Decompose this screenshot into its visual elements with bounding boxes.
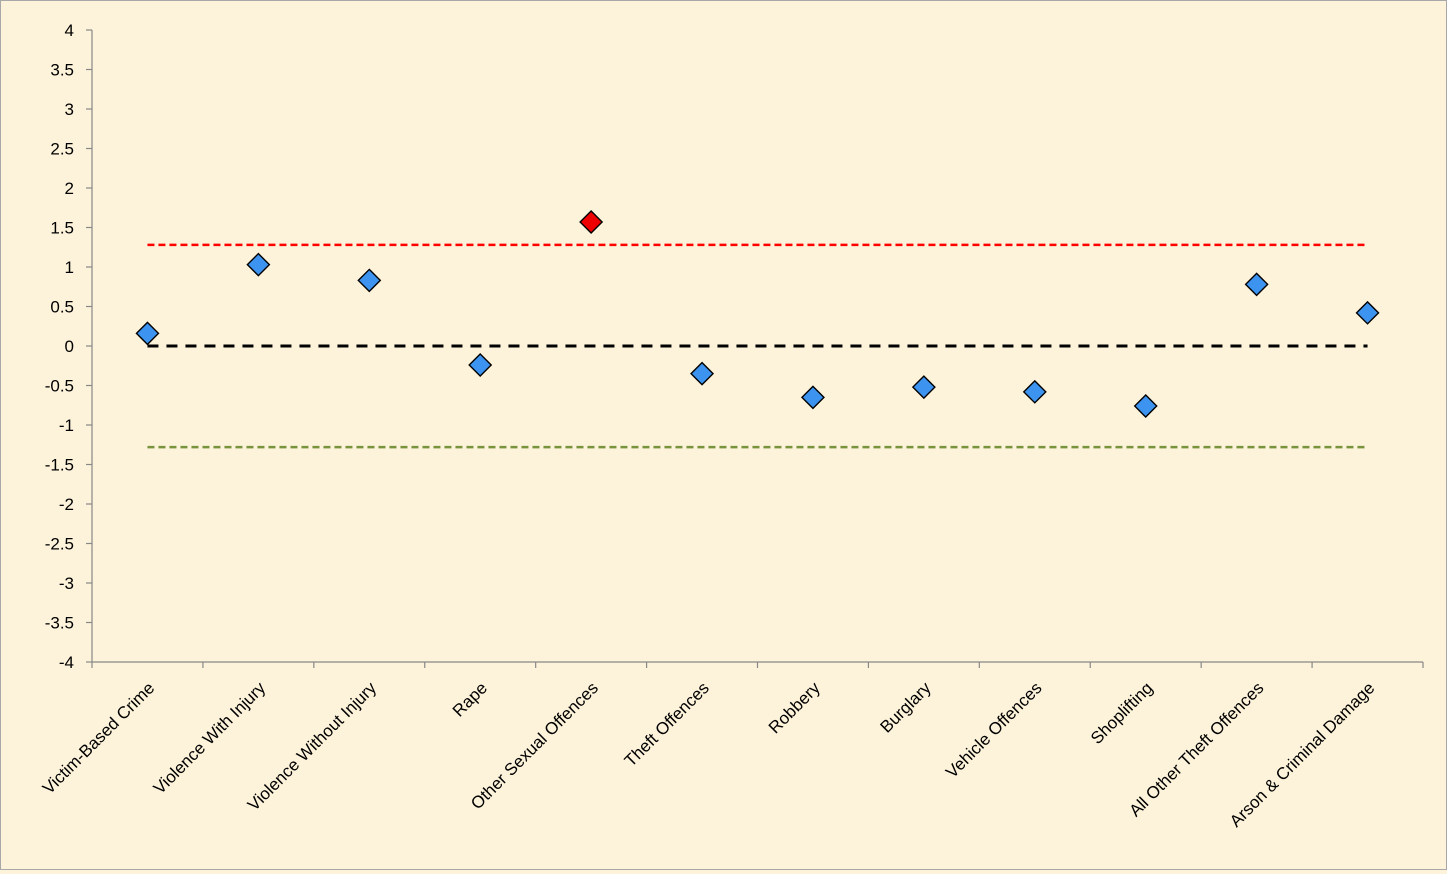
- y-tick-label: -3: [59, 574, 74, 593]
- y-tick-label: 4: [65, 21, 74, 40]
- y-tick-label: 2.5: [50, 140, 74, 159]
- y-tick-label: 1.5: [50, 219, 74, 238]
- data-point: [911, 375, 936, 400]
- y-tick-label: -0.5: [45, 377, 74, 396]
- data-point: [579, 209, 604, 234]
- y-tick-label: 0.5: [50, 298, 74, 317]
- axes: [86, 29, 1424, 668]
- data-point: [468, 352, 493, 377]
- x-tick-label: Theft Offences: [621, 678, 713, 770]
- y-tick-label: -4: [59, 653, 74, 672]
- data-point: [1244, 272, 1269, 297]
- x-tick-label: Robbery: [765, 678, 824, 737]
- x-tick-label: Violence Without Injury: [244, 678, 381, 815]
- data-point: [1133, 394, 1158, 419]
- x-tick-label: Vehicle Offences: [942, 678, 1045, 781]
- y-tick-label: -2.5: [45, 535, 74, 554]
- data-point: [800, 385, 825, 410]
- tick-labels: 4 3.5 3 2.5 2 1.5 1 0.5 0 -0.5 -1 -1.5 -2 -2.5 -3 -3.5 -…: [39, 21, 1379, 831]
- y-tick-label: -1.5: [45, 456, 74, 475]
- x-tick-label: Shoplifting: [1087, 678, 1157, 748]
- x-tick-label: Other Sexual Offences: [467, 678, 602, 813]
- y-tick-label: 2: [65, 179, 74, 198]
- x-tick-label: Burglary: [876, 678, 935, 737]
- data-point: [246, 252, 271, 277]
- y-tick-label: -1: [59, 416, 74, 435]
- data-point: [135, 321, 160, 346]
- y-tick-label: -3.5: [45, 614, 74, 633]
- y-tick-label: 0: [65, 337, 74, 356]
- data-point: [690, 361, 715, 386]
- x-tick-label: Rape: [449, 678, 491, 720]
- data-point: [357, 268, 382, 293]
- y-tick-label: 1: [65, 258, 74, 277]
- reference-lines: [147, 243, 1368, 449]
- y-tick-label: -2: [59, 495, 74, 514]
- y-tick-label: 3: [65, 100, 74, 119]
- data-point: [1355, 300, 1380, 325]
- x-tick-label: Violence With Injury: [150, 678, 270, 798]
- x-tick-label: Victim-Based Crime: [39, 678, 158, 797]
- data-points: [135, 209, 1380, 419]
- data-point: [1022, 379, 1047, 404]
- y-tick-label: 3.5: [50, 61, 74, 80]
